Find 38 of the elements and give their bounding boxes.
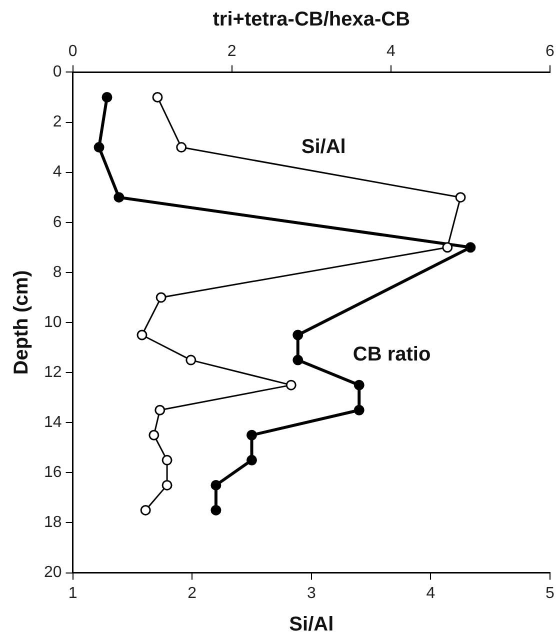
y-tick-label: 6 [52, 214, 62, 231]
series-label: CB ratio [352, 344, 431, 366]
point [176, 142, 187, 153]
point [162, 480, 172, 490]
point [186, 354, 196, 366]
point [148, 430, 160, 440]
y-axis-title: Depth (cm) [10, 270, 33, 375]
point [140, 504, 151, 516]
y-tick-label: 4 [52, 164, 62, 181]
point [152, 92, 163, 102]
y-tick-label: 12 [44, 364, 62, 381]
x-tick-label: 5 [546, 584, 555, 602]
y-tick-label: 10 [44, 314, 62, 331]
x-tick-label: 4 [426, 584, 436, 602]
point [156, 292, 166, 303]
x2-tick-label: 2 [227, 43, 236, 60]
y-tick-label: 2 [52, 114, 62, 131]
point [286, 380, 296, 390]
x2-axis-title: tri+tetra-CB/hexa-CB [212, 8, 410, 31]
x2-tick-label: 6 [546, 43, 555, 60]
y-tick-label: 14 [44, 414, 62, 432]
y-tick-label: 20 [44, 564, 62, 582]
x-axis-title: Si/Al [289, 614, 334, 636]
x2-tick-label: 4 [386, 43, 396, 60]
series-label: Si/Al [301, 136, 346, 158]
x-tick-label: 1 [68, 584, 78, 602]
y-tick-label: 18 [44, 514, 62, 532]
point [136, 330, 148, 340]
y-tick-label: 0 [52, 64, 62, 81]
point [162, 454, 172, 466]
point [455, 192, 466, 203]
x-tick-label: 2 [188, 584, 197, 602]
point [442, 242, 453, 253]
point [154, 404, 166, 416]
y-tick-label: 16 [44, 464, 62, 482]
x2-tick-label: 0 [68, 43, 78, 60]
y-tick-label: 8 [52, 264, 62, 281]
x-tick-label: 3 [306, 584, 316, 602]
